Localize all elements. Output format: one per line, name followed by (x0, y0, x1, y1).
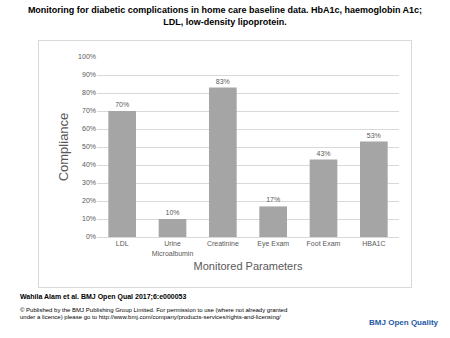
svg-text:Foot Exam: Foot Exam (307, 240, 341, 247)
svg-text:HBA1C: HBA1C (362, 240, 385, 247)
svg-text:70%: 70% (115, 101, 129, 108)
svg-text:80%: 80% (82, 89, 96, 96)
svg-text:10%: 10% (82, 215, 96, 222)
svg-text:60%: 60% (82, 125, 96, 132)
svg-text:30%: 30% (82, 179, 96, 186)
svg-text:Monitored Parameters: Monitored Parameters (194, 260, 303, 272)
html-text:Wahila Alam et al. BMJ Open Qu: Wahila Alam et al. BMJ Open Qual 2017;6:… (20, 293, 187, 300)
svg-text:Compliance: Compliance (56, 113, 71, 182)
svg-text:17%: 17% (266, 196, 280, 203)
svg-text:83%: 83% (216, 78, 230, 85)
svg-text:Creatinine: Creatinine (207, 240, 239, 247)
svg-text:50%: 50% (82, 143, 96, 150)
html-text:Monitoring for diabetic compli: Monitoring for diabetic complications in… (27, 5, 423, 27)
html-text:BMJ Open Quality: BMJ Open Quality (369, 318, 438, 327)
svg-text:UrineMicroalbumin: UrineMicroalbumin (152, 240, 194, 256)
svg-text:70%: 70% (82, 107, 96, 114)
svg-text:40%: 40% (82, 161, 96, 168)
svg-text:53%: 53% (367, 132, 381, 139)
svg-text:20%: 20% (82, 197, 96, 204)
svg-text:10%: 10% (165, 209, 179, 216)
svg-text:43%: 43% (316, 150, 330, 157)
html-text:© Published by the BMJ Publish: © Published by the BMJ Publishing Group … (20, 307, 288, 320)
svg-text:Eye Exam: Eye Exam (257, 240, 289, 248)
svg-text:90%: 90% (82, 71, 96, 78)
svg-text:LDL: LDL (116, 240, 129, 247)
svg-text:0%: 0% (86, 233, 96, 240)
svg-text:100%: 100% (78, 53, 96, 60)
